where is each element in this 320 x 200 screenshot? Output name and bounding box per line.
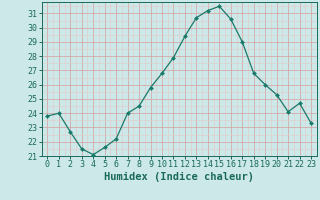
X-axis label: Humidex (Indice chaleur): Humidex (Indice chaleur) — [104, 172, 254, 182]
